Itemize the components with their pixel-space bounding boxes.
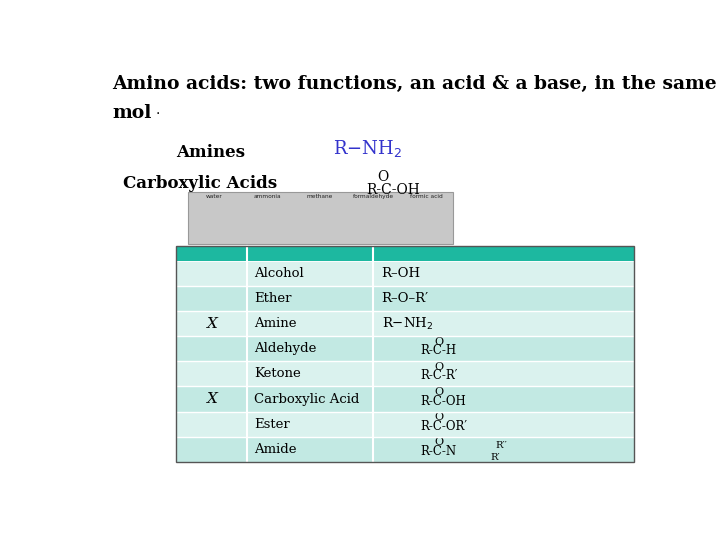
Bar [188,192,453,244]
Text: R′: R′ [490,453,500,462]
Text: R′′: R′′ [495,441,508,450]
Text: Amino acids: two functions, an acid & a base, in the same: Amino acids: two functions, an acid & a … [112,75,717,93]
Bar [248,411,373,437]
Text: Ketone: Ketone [254,367,301,380]
Text: Ether: Ether [254,292,292,305]
Text: ·: · [156,107,161,121]
Text: R-C-OH: R-C-OH [366,183,420,197]
Text: R-C-OH: R-C-OH [420,395,466,408]
Text: X: X [207,316,217,330]
Text: Amine: Amine [254,317,297,330]
Text: formaldehyde: formaldehyde [353,194,394,199]
Bar [176,261,248,286]
Bar [176,387,248,411]
Text: Carboxylic Acid: Carboxylic Acid [254,393,359,406]
Bar [248,437,373,462]
Bar [248,387,373,411]
Text: R$-$NH$_2$: R$-$NH$_2$ [333,138,402,159]
Text: R-C-N: R-C-N [420,445,456,458]
Text: Alcohol: Alcohol [254,267,304,280]
Text: Carboxylic Acids: Carboxylic Acids [124,175,278,192]
Bar [373,437,634,462]
Text: water: water [206,194,222,199]
Text: Aldehyde: Aldehyde [254,342,317,355]
Text: Ester: Ester [254,417,290,431]
Text: R–OH: R–OH [382,267,420,280]
Text: O: O [434,337,444,347]
Bar [176,411,248,437]
Text: methane: methane [307,194,333,199]
Bar [176,286,248,311]
Bar [176,361,248,387]
Bar [248,311,373,336]
Bar [248,336,373,361]
Text: O: O [377,170,389,184]
Text: ammonia: ammonia [253,194,281,199]
Text: R-C-H: R-C-H [420,345,456,357]
Bar [176,336,248,361]
Bar [373,286,634,311]
Text: X: X [207,392,217,406]
Bar [373,261,634,286]
Bar [373,411,634,437]
Text: R-C-OR′: R-C-OR′ [420,420,467,433]
Bar [176,311,248,336]
Bar [373,387,634,411]
Bar [373,361,634,387]
Bar [373,336,634,361]
Text: R-C-R′: R-C-R′ [420,369,458,382]
Bar [176,437,248,462]
Bar [176,246,634,462]
Text: R–O–R′: R–O–R′ [382,292,428,305]
Text: Amines: Amines [176,144,246,161]
Bar [248,286,373,311]
Text: O: O [434,362,444,372]
Bar [373,311,634,336]
Text: Amide: Amide [254,443,297,456]
Text: R$-$NH$_2$: R$-$NH$_2$ [382,315,433,332]
Text: mol: mol [112,104,152,122]
Bar [248,261,373,286]
Text: O: O [434,437,444,447]
Bar [176,246,634,261]
Text: O: O [434,412,444,422]
Text: O: O [434,387,444,397]
Bar [248,361,373,387]
Text: formic acid: formic acid [410,194,443,199]
